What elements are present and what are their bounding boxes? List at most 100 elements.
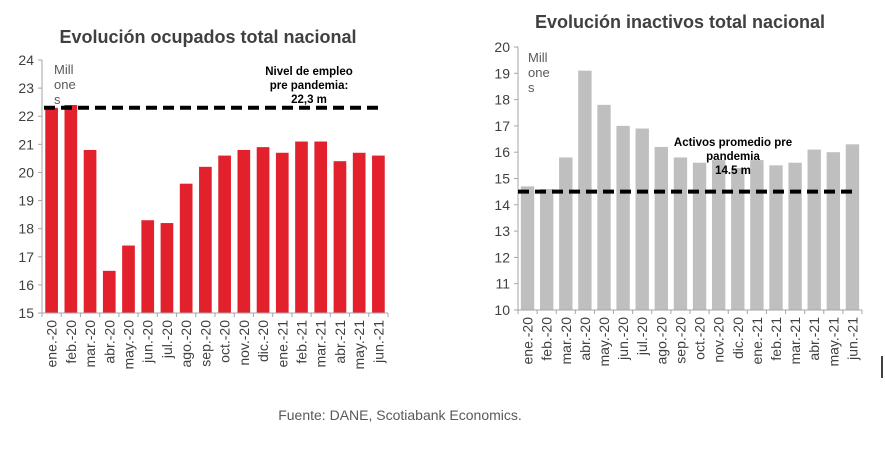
unit-label: s bbox=[528, 80, 535, 95]
chart-title: Evolución inactivos total nacional bbox=[535, 12, 825, 32]
bar-may.-21 bbox=[352, 152, 366, 313]
bar-mar.-20 bbox=[83, 149, 97, 313]
bar-jun.-20 bbox=[616, 125, 630, 311]
reference-annotation: 22,3 m bbox=[291, 94, 327, 106]
reference-annotation: pandemia bbox=[706, 151, 760, 163]
x-tick-label: jun.-21 bbox=[370, 320, 386, 364]
y-tick-label: 15 bbox=[494, 171, 510, 187]
y-tick-label: 22 bbox=[18, 108, 34, 124]
reference-annotation: 14.5 m bbox=[715, 165, 751, 177]
x-tick-label: may.-20 bbox=[121, 320, 137, 370]
bar-jun.-20 bbox=[141, 220, 155, 313]
x-tick-label: mar.-20 bbox=[82, 320, 98, 368]
chart-inactivos: Evolución inactivos total nacional 10 11 12… bbox=[494, 12, 863, 367]
y-tick-label: 10 bbox=[494, 302, 510, 318]
x-tick-label: may.-21 bbox=[351, 320, 367, 370]
chart-title: Evolución ocupados total nacional bbox=[59, 27, 356, 47]
y-tick-label: 19 bbox=[494, 65, 510, 81]
x-tick-label: jul.-20 bbox=[634, 317, 650, 356]
bar-may.-20 bbox=[597, 104, 611, 310]
x-tick-label: abr.-20 bbox=[101, 320, 117, 364]
bar-ene.-20 bbox=[45, 107, 58, 314]
x-tick-label: ene.-21 bbox=[749, 317, 765, 365]
y-tick-label: 18 bbox=[494, 92, 510, 108]
bar-abr.-21 bbox=[807, 149, 821, 310]
y-tick-label: 17 bbox=[18, 249, 34, 265]
bar-feb.-21 bbox=[295, 141, 308, 313]
x-tick-label: abr.-20 bbox=[577, 317, 593, 361]
y-tick-label: 18 bbox=[18, 221, 34, 237]
bar-mar.-21 bbox=[788, 162, 802, 310]
reference-annotation: Activos promedio pre bbox=[674, 137, 792, 149]
unit-label: Mill bbox=[528, 50, 548, 65]
y-tick-label: 11 bbox=[495, 276, 510, 292]
x-tick-label: ene.-21 bbox=[274, 320, 290, 368]
x-tick-label: feb.-20 bbox=[63, 320, 79, 364]
x-tick-label: dic.-20 bbox=[255, 320, 271, 362]
bar-nov.-20 bbox=[711, 160, 726, 310]
x-tick-label: nov.-20 bbox=[236, 320, 252, 366]
x-tick-label: nov.-20 bbox=[711, 317, 727, 363]
x-tick-label: mar.-21 bbox=[787, 317, 803, 365]
x-tick-label: abr.-21 bbox=[806, 317, 822, 361]
x-tick-label: mar.-20 bbox=[558, 317, 574, 365]
x-tick-label: oct.-20 bbox=[692, 317, 708, 360]
bar-ago.-20 bbox=[654, 146, 669, 310]
bar-may.-20 bbox=[122, 245, 135, 313]
bar-sep.-20 bbox=[673, 157, 688, 310]
bar-abr.-20 bbox=[102, 270, 116, 313]
x-tick-label: sep.-20 bbox=[197, 320, 213, 367]
bar-mar.-20 bbox=[559, 157, 573, 310]
bar-feb.-20 bbox=[539, 189, 554, 310]
x-tick-label: mar.-21 bbox=[313, 320, 329, 368]
y-tick-label: 21 bbox=[18, 136, 34, 152]
bar-oct.-20 bbox=[692, 162, 707, 310]
y-tick-label: 13 bbox=[494, 223, 510, 239]
source-note: Fuente: DANE, Scotiabank Economics. bbox=[278, 407, 522, 423]
unit-label: s bbox=[54, 92, 61, 107]
x-tick-label: feb.-21 bbox=[768, 317, 784, 361]
x-tick-label: ago.-20 bbox=[653, 317, 669, 365]
bar-jul.-20 bbox=[160, 223, 174, 313]
y-tick-label: 20 bbox=[494, 39, 510, 55]
bar-ene.-21 bbox=[750, 160, 764, 310]
reference-annotation: Nivel de empleo bbox=[265, 66, 353, 78]
x-tick-label: ene.-20 bbox=[520, 317, 536, 365]
y-tick-label: 14 bbox=[494, 197, 510, 213]
bar-ago.-20 bbox=[179, 183, 193, 313]
x-tick-label: may.-21 bbox=[825, 317, 841, 367]
x-tick-label: dic.-20 bbox=[730, 317, 746, 359]
x-tick-label: may.-20 bbox=[596, 317, 612, 367]
reference-annotation: pre pandemia: bbox=[270, 80, 349, 92]
bar-feb.-20 bbox=[64, 104, 78, 313]
bar-feb.-21 bbox=[769, 165, 783, 310]
bar-jun.-21 bbox=[845, 144, 860, 310]
y-tick-label: 19 bbox=[18, 193, 34, 209]
bar-oct.-20 bbox=[218, 155, 231, 313]
y-tick-label: 23 bbox=[18, 80, 34, 96]
bar-nov.-20 bbox=[237, 149, 251, 313]
bar-abr.-21 bbox=[333, 161, 347, 313]
bar-ene.-21 bbox=[275, 152, 289, 313]
x-tick-label: jun.-20 bbox=[615, 317, 631, 361]
y-tick-label: 16 bbox=[494, 144, 510, 160]
bar-sep.-20 bbox=[199, 166, 212, 313]
bar-jul.-20 bbox=[635, 128, 649, 310]
x-tick-label: oct.-20 bbox=[217, 320, 233, 363]
x-tick-label: jul.-20 bbox=[159, 320, 175, 359]
y-tick-label: 20 bbox=[18, 164, 34, 180]
x-tick-label: sep.-20 bbox=[672, 317, 688, 364]
x-tick-label: jun.-21 bbox=[844, 317, 860, 361]
bar-mar.-21 bbox=[314, 141, 328, 313]
unit-label: Mill bbox=[54, 62, 74, 77]
y-tick-label: 15 bbox=[18, 305, 34, 321]
bar-jun.-21 bbox=[372, 155, 385, 313]
bar-dic.-20 bbox=[256, 147, 270, 313]
chart-ocupados: Evolución ocupados total nacional 15 16 17 1… bbox=[18, 27, 389, 370]
x-tick-label: feb.-21 bbox=[294, 320, 310, 364]
x-tick-label: ago.-20 bbox=[178, 320, 194, 368]
x-tick-label: jun.-20 bbox=[140, 320, 156, 364]
x-tick-label: feb.-20 bbox=[539, 317, 555, 361]
bar-ene.-20 bbox=[520, 186, 535, 310]
